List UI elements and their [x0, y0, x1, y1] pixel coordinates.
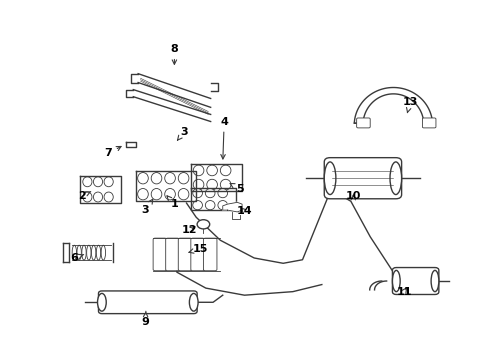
Ellipse shape: [97, 293, 106, 311]
Ellipse shape: [151, 172, 162, 184]
Text: 1: 1: [167, 196, 178, 209]
Ellipse shape: [324, 162, 335, 194]
Ellipse shape: [192, 189, 202, 198]
Text: 6: 6: [70, 253, 83, 263]
FancyBboxPatch shape: [153, 238, 166, 271]
FancyBboxPatch shape: [165, 238, 179, 271]
Ellipse shape: [178, 172, 188, 184]
Ellipse shape: [93, 177, 102, 187]
Text: 8: 8: [170, 44, 178, 64]
Ellipse shape: [151, 189, 162, 200]
Ellipse shape: [104, 177, 113, 187]
Ellipse shape: [91, 245, 96, 260]
Ellipse shape: [193, 179, 203, 190]
Ellipse shape: [220, 179, 230, 190]
Text: 7: 7: [104, 147, 121, 158]
Ellipse shape: [138, 189, 148, 200]
FancyBboxPatch shape: [392, 267, 438, 294]
Ellipse shape: [93, 192, 102, 202]
Polygon shape: [354, 87, 431, 123]
FancyBboxPatch shape: [422, 118, 435, 128]
Ellipse shape: [205, 201, 215, 210]
Polygon shape: [223, 202, 242, 212]
Ellipse shape: [86, 245, 91, 260]
Ellipse shape: [193, 165, 203, 176]
Text: 4: 4: [220, 117, 228, 159]
Text: 9: 9: [141, 311, 149, 327]
Ellipse shape: [192, 201, 202, 210]
Ellipse shape: [72, 245, 76, 260]
Ellipse shape: [206, 179, 217, 190]
Ellipse shape: [392, 270, 399, 292]
Ellipse shape: [101, 245, 105, 260]
Text: 10: 10: [345, 191, 360, 201]
Text: 5: 5: [229, 183, 243, 194]
Ellipse shape: [218, 201, 227, 210]
Polygon shape: [210, 82, 218, 91]
Text: 3: 3: [177, 127, 187, 140]
Polygon shape: [126, 90, 133, 97]
Ellipse shape: [164, 172, 175, 184]
Polygon shape: [133, 90, 210, 122]
Ellipse shape: [138, 172, 148, 184]
Text: 15: 15: [189, 244, 207, 254]
Ellipse shape: [104, 192, 113, 202]
Polygon shape: [138, 74, 210, 107]
Text: 14: 14: [236, 206, 252, 216]
Polygon shape: [126, 142, 136, 147]
Ellipse shape: [430, 270, 438, 292]
Ellipse shape: [178, 189, 188, 200]
Ellipse shape: [206, 165, 217, 176]
Polygon shape: [131, 74, 138, 82]
FancyBboxPatch shape: [190, 238, 204, 271]
Ellipse shape: [218, 189, 227, 198]
Text: 3: 3: [142, 199, 152, 215]
Text: 12: 12: [182, 225, 197, 235]
Circle shape: [197, 220, 209, 229]
FancyBboxPatch shape: [203, 238, 217, 271]
Ellipse shape: [81, 245, 86, 260]
Ellipse shape: [77, 245, 81, 260]
Ellipse shape: [164, 189, 175, 200]
FancyBboxPatch shape: [178, 238, 191, 271]
FancyBboxPatch shape: [324, 158, 401, 199]
Ellipse shape: [189, 293, 198, 311]
Ellipse shape: [82, 177, 92, 187]
FancyBboxPatch shape: [356, 118, 369, 128]
Ellipse shape: [205, 189, 215, 198]
Ellipse shape: [96, 245, 101, 260]
Text: 13: 13: [402, 97, 417, 113]
Ellipse shape: [82, 192, 92, 202]
Text: 11: 11: [395, 287, 411, 297]
Text: 2: 2: [78, 191, 91, 201]
Ellipse shape: [220, 165, 230, 176]
Ellipse shape: [389, 162, 401, 194]
FancyBboxPatch shape: [98, 291, 197, 314]
